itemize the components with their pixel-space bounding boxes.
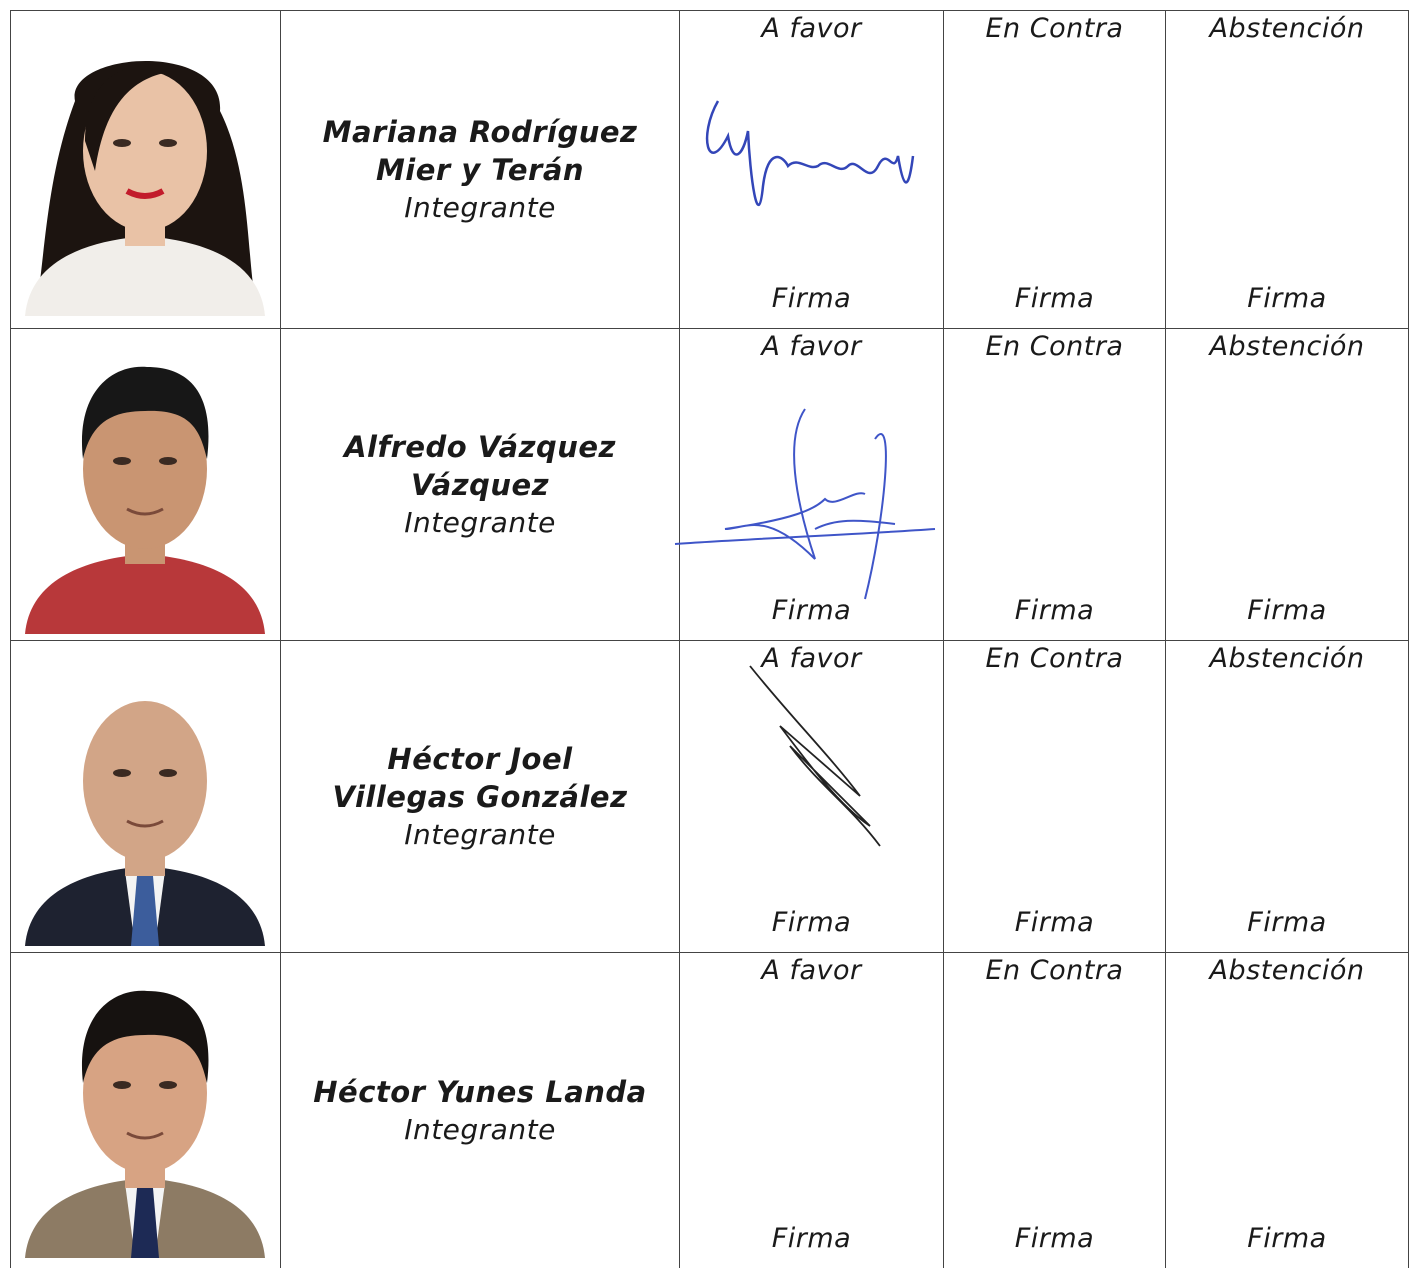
vote-option: Abstención	[1209, 331, 1365, 362]
name-cell: Alfredo Vázquez Vázquez Integrante	[280, 328, 679, 640]
signature-label: Firma	[1014, 1223, 1095, 1254]
signature	[705, 100, 915, 206]
vote-option: A favor	[761, 955, 862, 986]
member-name: Alfredo Vázquez	[344, 429, 616, 464]
photo	[25, 701, 265, 946]
name-cell: Héctor Yunes Landa Integrante	[280, 952, 679, 1268]
photo	[25, 61, 265, 316]
member-role: Integrante	[404, 190, 556, 224]
vote-option: Abstención	[1209, 643, 1365, 674]
vote-cell: A favor Firma	[679, 952, 943, 1268]
member-name: Vázquez	[410, 467, 550, 502]
vote-option: A favor	[761, 331, 862, 362]
photo-cell	[10, 10, 280, 328]
signature	[674, 408, 936, 600]
member-name: Mier y Terán	[375, 152, 585, 187]
signature	[749, 665, 881, 847]
vote-cell: A favor Firma	[679, 640, 943, 952]
signature-label: Firma	[1014, 907, 1095, 938]
member-role: Integrante	[404, 817, 556, 851]
signature-label: Firma	[1247, 907, 1327, 938]
vote-cell: En Contra Firma	[943, 328, 1165, 640]
name-cell: Mariana Rodríguez Mier y Terán Integrante	[280, 10, 679, 328]
member-role: Integrante	[404, 505, 556, 539]
vote-option: En Contra	[985, 643, 1124, 674]
member-name: Héctor Yunes Landa	[313, 1074, 647, 1109]
signature-label: Firma	[1247, 595, 1327, 626]
photo-cell	[10, 640, 280, 952]
signature-label: Firma	[1014, 283, 1095, 314]
vote-cell: En Contra Firma	[943, 952, 1165, 1268]
photo	[25, 366, 265, 634]
member-role: Integrante	[404, 1112, 556, 1146]
signature-label: Firma	[771, 1223, 852, 1254]
signature-label: Firma	[1014, 595, 1095, 626]
vote-option: Abstención	[1209, 955, 1365, 986]
vote-option: A favor	[761, 13, 862, 44]
vote-cell: Abstención Firma	[1165, 10, 1409, 328]
signature-label: Firma	[771, 907, 852, 938]
vote-cell: Abstención Firma	[1165, 952, 1409, 1268]
vote-cell: En Contra Firma	[943, 10, 1165, 328]
vote-cell: A favor Firma	[674, 328, 943, 640]
vote-cell: A favor Firma	[679, 10, 943, 328]
vote-option: En Contra	[985, 331, 1124, 362]
vote-option: Abstención	[1209, 13, 1365, 44]
photo-cell	[10, 328, 280, 640]
member-name: Héctor Joel	[387, 741, 573, 776]
vote-option: En Contra	[985, 955, 1124, 986]
signature-label: Firma	[771, 283, 852, 314]
photo-cell	[10, 952, 280, 1268]
name-cell: Héctor Joel Villegas González Integrante	[280, 640, 679, 952]
vote-option: En Contra	[985, 13, 1124, 44]
vote-cell: Abstención Firma	[1165, 640, 1409, 952]
signature-label: Firma	[1247, 283, 1327, 314]
vote-option: A favor	[761, 643, 862, 674]
signature-label: Firma	[771, 595, 852, 626]
photo	[25, 990, 265, 1258]
vote-cell: Abstención Firma	[1165, 328, 1409, 640]
signature-label: Firma	[1247, 1223, 1327, 1254]
member-name: Mariana Rodríguez	[322, 114, 638, 149]
member-name: Villegas González	[332, 779, 628, 814]
vote-cell: En Contra Firma	[943, 640, 1165, 952]
